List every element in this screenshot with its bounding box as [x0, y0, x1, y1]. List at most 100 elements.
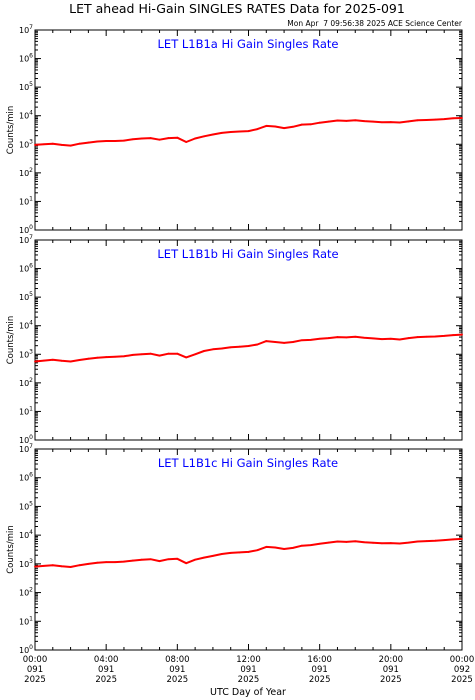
data-point: [407, 120, 410, 123]
y-tick-label: 106: [19, 263, 33, 274]
data-point: [194, 558, 197, 561]
x-tick-label-year: 2025: [380, 675, 402, 685]
data-point: [309, 123, 312, 126]
data-point: [398, 338, 401, 341]
data-point: [247, 345, 250, 347]
x-tick-label-time: 00:00: [23, 655, 48, 665]
data-point: [389, 121, 392, 123]
data-point: [381, 542, 383, 545]
data-point: [238, 130, 241, 133]
data-point: [443, 335, 446, 337]
data-point: [363, 120, 366, 122]
x-tick-label-time: 16:00: [307, 655, 332, 665]
data-point: [140, 558, 143, 561]
y-tick-label: 104: [19, 529, 33, 540]
data-point: [149, 137, 152, 139]
panel-title: LET L1B1a Hi Gain Singles Rate: [158, 37, 339, 51]
data-point: [354, 335, 357, 338]
data-point: [185, 562, 188, 565]
x-tick-label-time: 08:00: [165, 655, 190, 665]
y-tick-label: 100: [19, 434, 33, 445]
data-point: [354, 119, 357, 122]
data-point: [131, 559, 134, 562]
data-point: [185, 356, 188, 359]
x-tick-label-doy: 091: [169, 665, 185, 675]
y-tick-label: 101: [19, 615, 33, 626]
y-tick-label: 102: [19, 167, 33, 178]
y-tick-label: 103: [19, 348, 33, 359]
data-point: [176, 136, 179, 139]
data-point: [434, 118, 437, 121]
x-tick-label-doy: 091: [240, 665, 256, 675]
data-point: [87, 357, 90, 360]
data-point: [78, 142, 81, 145]
plot-frame: [34, 29, 463, 231]
data-point: [96, 140, 99, 143]
panels-group: 100 101 102 103 104 105 106 107 Counts/min LET L1…: [6, 24, 474, 685]
data-point: [167, 352, 170, 355]
data-point: [167, 558, 170, 561]
data-point: [434, 539, 437, 542]
data-point: [452, 334, 455, 336]
x-tick-label-doy: 091: [312, 665, 328, 675]
data-point: [318, 121, 321, 124]
data-point: [336, 336, 339, 338]
x-tick-label-time: 12:00: [236, 655, 261, 665]
data-point: [461, 537, 463, 540]
data-point: [34, 360, 36, 363]
y-tick-label: 101: [19, 195, 33, 206]
y-tick-label: 102: [19, 587, 33, 598]
data-point: [398, 121, 401, 124]
y-tick-label: 107: [19, 234, 33, 245]
data-point: [140, 137, 143, 140]
data-point: [416, 540, 419, 543]
data-point: [60, 144, 63, 146]
data-point: [372, 337, 374, 340]
data-point: [212, 348, 214, 351]
data-point: [274, 125, 277, 128]
y-tick-label: 101: [19, 405, 33, 416]
data-point: [229, 346, 232, 349]
data-point: [283, 127, 285, 129]
data-point: [203, 556, 205, 559]
data-point: [149, 558, 152, 561]
y-tick-label: 103: [19, 558, 33, 569]
data-point: [372, 120, 374, 123]
data-point: [140, 353, 143, 356]
data-point: [42, 143, 45, 146]
data-point: [203, 350, 205, 352]
data-point: [425, 119, 428, 121]
data-point: [185, 141, 188, 143]
data-point: [87, 141, 90, 144]
data-point: [372, 541, 374, 544]
data-point: [96, 561, 99, 564]
y-tick-label: 105: [19, 500, 33, 511]
data-point: [309, 338, 312, 341]
data-point: [114, 140, 116, 142]
data-point: [78, 564, 81, 567]
data-point: [309, 544, 312, 547]
y-tick-label: 104: [19, 320, 33, 331]
x-tick-label-year: 2025: [24, 675, 46, 685]
panel-3: 100 101 102 103 104 105 106 107 Counts/min LET L1…: [6, 443, 474, 685]
data-point: [274, 341, 277, 343]
data-point: [292, 546, 294, 549]
data-point: [96, 356, 99, 359]
data-point: [345, 119, 348, 122]
data-point: [158, 138, 161, 141]
data-point: [416, 336, 419, 338]
data-point: [256, 549, 259, 552]
data-point: [389, 337, 392, 340]
data-point: [283, 342, 285, 344]
x-tick-label-doy: 091: [383, 665, 399, 675]
panel-1: 100 101 102 103 104 105 106 107 Counts/min LET L1…: [6, 24, 463, 235]
data-point: [256, 343, 259, 346]
x-tick-label-time: 04:00: [94, 655, 119, 665]
data-point: [212, 133, 214, 136]
data-point: [238, 345, 241, 348]
data-point: [425, 540, 428, 543]
data-point: [114, 561, 116, 564]
y-tick-label: 105: [19, 81, 33, 92]
data-point: [131, 138, 134, 141]
y-tick-label: 104: [19, 110, 33, 121]
